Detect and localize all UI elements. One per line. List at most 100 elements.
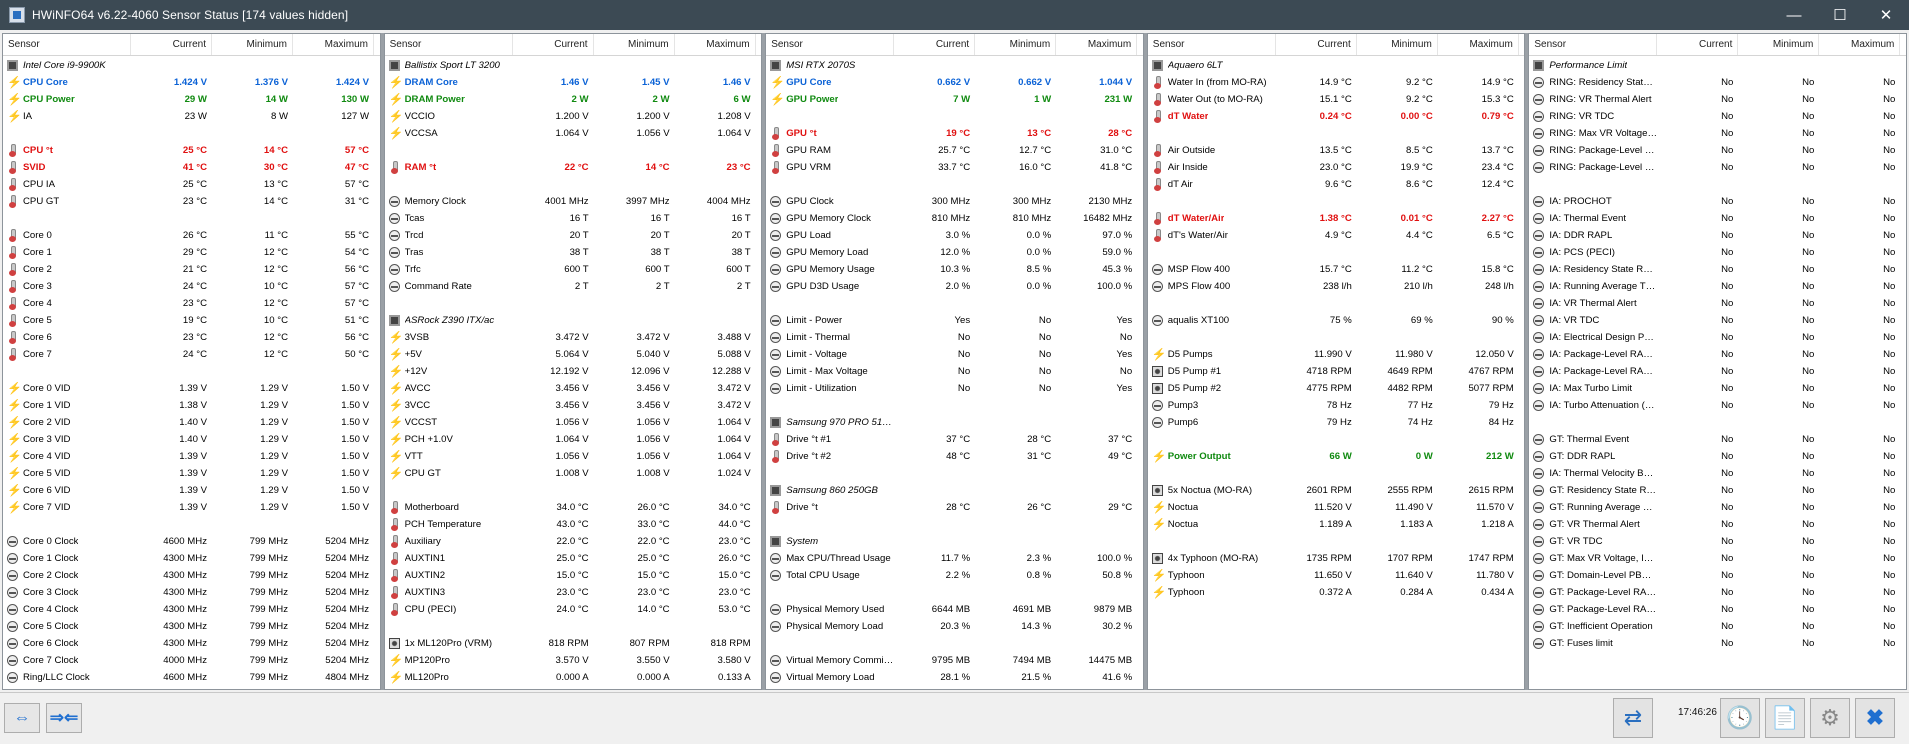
sensor-row[interactable]: Core 5 VID 1.39 V 1.29 V 1.50 V <box>3 465 380 482</box>
sensor-row[interactable]: MSP Flow 400 15.7 °C 11.2 °C 15.8 °C <box>1148 261 1525 278</box>
sensor-row[interactable]: Auxiliary 22.0 °C 22.0 °C 23.0 °C <box>385 533 762 550</box>
sensor-row[interactable]: CPU GT 23 °C 14 °C 31 °C <box>3 193 380 210</box>
minimize-button[interactable]: — <box>1786 6 1802 24</box>
sensor-row[interactable]: 3VCC 3.456 V 3.456 V 3.472 V <box>385 397 762 414</box>
sensor-row[interactable]: CPU (PECI) 24.0 °C 14.0 °C 53.0 °C <box>385 601 762 618</box>
maximize-button[interactable]: ☐ <box>1833 7 1847 24</box>
close-window-button[interactable]: ✕ <box>1879 7 1893 24</box>
header-sensor[interactable]: Sensor <box>1148 34 1276 55</box>
sensor-row[interactable]: Core 6 VID 1.39 V 1.29 V 1.50 V <box>3 482 380 499</box>
sensor-row[interactable]: GPU D3D Usage 2.0 % 0.0 % 100.0 % <box>766 278 1143 295</box>
sensor-row[interactable]: +12V 12.192 V 12.096 V 12.288 V <box>385 363 762 380</box>
sensor-group-row[interactable]: Intel Core i9-9900K <box>3 57 380 74</box>
sensor-row[interactable]: Virtual Memory Commited 9795 MB 7494 MB 144… <box>766 652 1143 669</box>
sensor-row[interactable]: RING: Residency State Re... No No No <box>1529 74 1906 91</box>
sensor-row[interactable]: Core 4 23 °C 12 °C 57 °C <box>3 295 380 312</box>
header-current[interactable]: Current <box>894 34 976 55</box>
sensor-group-row[interactable]: System <box>766 533 1143 550</box>
sensor-row[interactable]: Core 1 Clock 4300 MHz 799 MHz 5204 MHz <box>3 550 380 567</box>
sensor-row[interactable]: IA 23 W 8 W 127 W <box>3 108 380 125</box>
sensor-row[interactable]: aqualis XT100 75 % 69 % 90 % <box>1148 312 1525 329</box>
sensor-row[interactable]: 4x Typhoon (MO-RA) 1735 RPM 1707 RPM 1747 R… <box>1148 550 1525 567</box>
sensor-row[interactable]: Typhoon 0.372 A 0.284 A 0.434 A <box>1148 584 1525 601</box>
sensor-row[interactable]: Core 2 VID 1.40 V 1.29 V 1.50 V <box>3 414 380 431</box>
sensor-row[interactable]: Air Outside 13.5 °C 8.5 °C 13.7 °C <box>1148 142 1525 159</box>
sensor-row[interactable]: GT: Fuses limit No No No <box>1529 635 1906 652</box>
sensor-row[interactable]: Core 3 24 °C 10 °C 57 °C <box>3 278 380 295</box>
sensor-row[interactable]: AVCC 3.456 V 3.456 V 3.472 V <box>385 380 762 397</box>
sensor-row[interactable]: IA: VR Thermal Alert No No No <box>1529 295 1906 312</box>
sensor-row[interactable]: IA: VR TDC No No No <box>1529 312 1906 329</box>
header-maximum[interactable]: Maximum <box>675 34 756 55</box>
sensor-row[interactable]: DRAM Core 1.46 V 1.45 V 1.46 V <box>385 74 762 91</box>
header-current[interactable]: Current <box>1657 34 1739 55</box>
sensor-row[interactable]: Typhoon 11.650 V 11.640 V 11.780 V <box>1148 567 1525 584</box>
sensor-row[interactable]: D5 Pumps 11.990 V 11.980 V 12.050 V <box>1148 346 1525 363</box>
sensor-row[interactable]: Water In (from MO-RA) 14.9 °C 9.2 °C 14.9 °… <box>1148 74 1525 91</box>
sensor-row[interactable]: Limit - Power Yes No Yes <box>766 312 1143 329</box>
sensor-row[interactable]: Core 7 Clock 4000 MHz 799 MHz 5204 MHz <box>3 652 380 669</box>
arrows-left-right-icon[interactable]: ⇔ <box>4 703 40 733</box>
sensor-row[interactable]: GPU °t 19 °C 13 °C 28 °C <box>766 125 1143 142</box>
sensor-row[interactable]: GT: Domain-Level PBM PL... No No No <box>1529 567 1906 584</box>
sensor-row[interactable]: PCH Temperature 43.0 °C 33.0 °C 44.0 °C <box>385 516 762 533</box>
sensor-row[interactable]: dT Water 0.24 °C 0.00 °C 0.79 °C <box>1148 108 1525 125</box>
sensor-row[interactable]: +5V 5.064 V 5.040 V 5.088 V <box>385 346 762 363</box>
sensor-row[interactable]: Core 1 VID 1.38 V 1.29 V 1.50 V <box>3 397 380 414</box>
sensor-row[interactable]: Limit - Thermal No No No <box>766 329 1143 346</box>
sensor-row[interactable]: IA: Running Average Ther... No No No <box>1529 278 1906 295</box>
sensor-row[interactable]: RING: Max VR Voltage, IC... No No No <box>1529 125 1906 142</box>
sensor-row[interactable]: IA: DDR RAPL No No No <box>1529 227 1906 244</box>
sensor-row[interactable]: Core 7 VID 1.39 V 1.29 V 1.50 V <box>3 499 380 516</box>
sensor-row[interactable]: Noctua 1.189 A 1.183 A 1.218 A <box>1148 516 1525 533</box>
sensor-row[interactable]: Physical Memory Used 6644 MB 4691 MB 9879 M… <box>766 601 1143 618</box>
sensor-row[interactable]: Core 6 Clock 4300 MHz 799 MHz 5204 MHz <box>3 635 380 652</box>
sensor-row[interactable]: D5 Pump #2 4775 RPM 4482 RPM 5077 RPM <box>1148 380 1525 397</box>
sensor-row[interactable]: GT: Running Average The... No No No <box>1529 499 1906 516</box>
sensor-group-row[interactable]: ASRock Z390 ITX/ac <box>385 312 762 329</box>
sensor-row[interactable]: CPU IA 25 °C 13 °C 57 °C <box>3 176 380 193</box>
sensor-row[interactable]: IA: Package-Level RAPL/P... No No No <box>1529 346 1906 363</box>
sensor-row[interactable]: AUXTIN3 23.0 °C 23.0 °C 23.0 °C <box>385 584 762 601</box>
sensor-row[interactable]: GPU Power 7 W 1 W 231 W <box>766 91 1143 108</box>
sensor-row[interactable]: D5 Pump #1 4718 RPM 4649 RPM 4767 RPM <box>1148 363 1525 380</box>
sensor-row[interactable]: Virtual Memory Load 28.1 % 21.5 % 41.6 % <box>766 669 1143 686</box>
sensor-row[interactable]: CPU GT 1.008 V 1.008 V 1.024 V <box>385 465 762 482</box>
sensor-row[interactable]: RING: VR Thermal Alert No No No <box>1529 91 1906 108</box>
arrows-collapse-icon[interactable]: ⇒⇐ <box>46 703 82 733</box>
header-maximum[interactable]: Maximum <box>293 34 374 55</box>
sensor-row[interactable]: Total CPU Usage 2.2 % 0.8 % 50.8 % <box>766 567 1143 584</box>
sensor-row[interactable]: AUXTIN1 25.0 °C 25.0 °C 26.0 °C <box>385 550 762 567</box>
sensor-row[interactable]: GT: Package-Level RAPL/... No No No <box>1529 584 1906 601</box>
sensor-row[interactable]: Pump3 78 Hz 77 Hz 79 Hz <box>1148 397 1525 414</box>
sensor-row[interactable]: Limit - Voltage No No Yes <box>766 346 1143 363</box>
sensor-group-row[interactable]: Performance Limit <box>1529 57 1906 74</box>
sensor-row[interactable]: Pump6 79 Hz 74 Hz 84 Hz <box>1148 414 1525 431</box>
header-minimum[interactable]: Minimum <box>975 34 1057 55</box>
sensor-row[interactable]: GPU Memory Load 12.0 % 0.0 % 59.0 % <box>766 244 1143 261</box>
sensor-row[interactable]: GPU Load 3.0 % 0.0 % 97.0 % <box>766 227 1143 244</box>
sensor-row[interactable]: PCH +1.0V 1.064 V 1.056 V 1.064 V <box>385 431 762 448</box>
sensor-row[interactable]: 3VSB 3.472 V 3.472 V 3.488 V <box>385 329 762 346</box>
sensor-row[interactable]: Core 7 24 °C 12 °C 50 °C <box>3 346 380 363</box>
sensor-row[interactable]: Air Inside 23.0 °C 19.9 °C 23.4 °C <box>1148 159 1525 176</box>
sensor-row[interactable]: Core 3 Clock 4300 MHz 799 MHz 5204 MHz <box>3 584 380 601</box>
header-minimum[interactable]: Minimum <box>594 34 675 55</box>
sensor-group-row[interactable]: Aquaero 6LT <box>1148 57 1525 74</box>
sensor-row[interactable]: VCCIO 1.200 V 1.200 V 1.208 V <box>385 108 762 125</box>
report-icon[interactable]: 📄 <box>1765 698 1805 738</box>
sensor-row[interactable]: GPU Core 0.662 V 0.662 V 1.044 V <box>766 74 1143 91</box>
sensor-group-row[interactable]: Ballistix Sport LT 3200 <box>385 57 762 74</box>
sensor-group-row[interactable]: MSI RTX 2070S <box>766 57 1143 74</box>
sensor-row[interactable]: Core 4 Clock 4300 MHz 799 MHz 5204 MHz <box>3 601 380 618</box>
sensor-group-row[interactable]: Samsung 970 PRO 512GB <box>766 414 1143 431</box>
sensor-row[interactable]: MPS Flow 400 238 l/h 210 l/h 248 l/h <box>1148 278 1525 295</box>
sensor-row[interactable]: GT: Residency State Regul... No No No <box>1529 482 1906 499</box>
header-maximum[interactable]: Maximum <box>1438 34 1519 55</box>
sensor-row[interactable]: CPU °t 25 °C 14 °C 57 °C <box>3 142 380 159</box>
sensor-row[interactable]: CPU Power 29 W 14 W 130 W <box>3 91 380 108</box>
sensor-row[interactable]: Drive °t #2 48 °C 31 °C 49 °C <box>766 448 1143 465</box>
sensor-row[interactable]: RING: Package-Level RAP... No No No <box>1529 159 1906 176</box>
sensor-row[interactable]: AUXTIN2 15.0 °C 15.0 °C 15.0 °C <box>385 567 762 584</box>
sensor-row[interactable]: Trcd 20 T 20 T 20 T <box>385 227 762 244</box>
